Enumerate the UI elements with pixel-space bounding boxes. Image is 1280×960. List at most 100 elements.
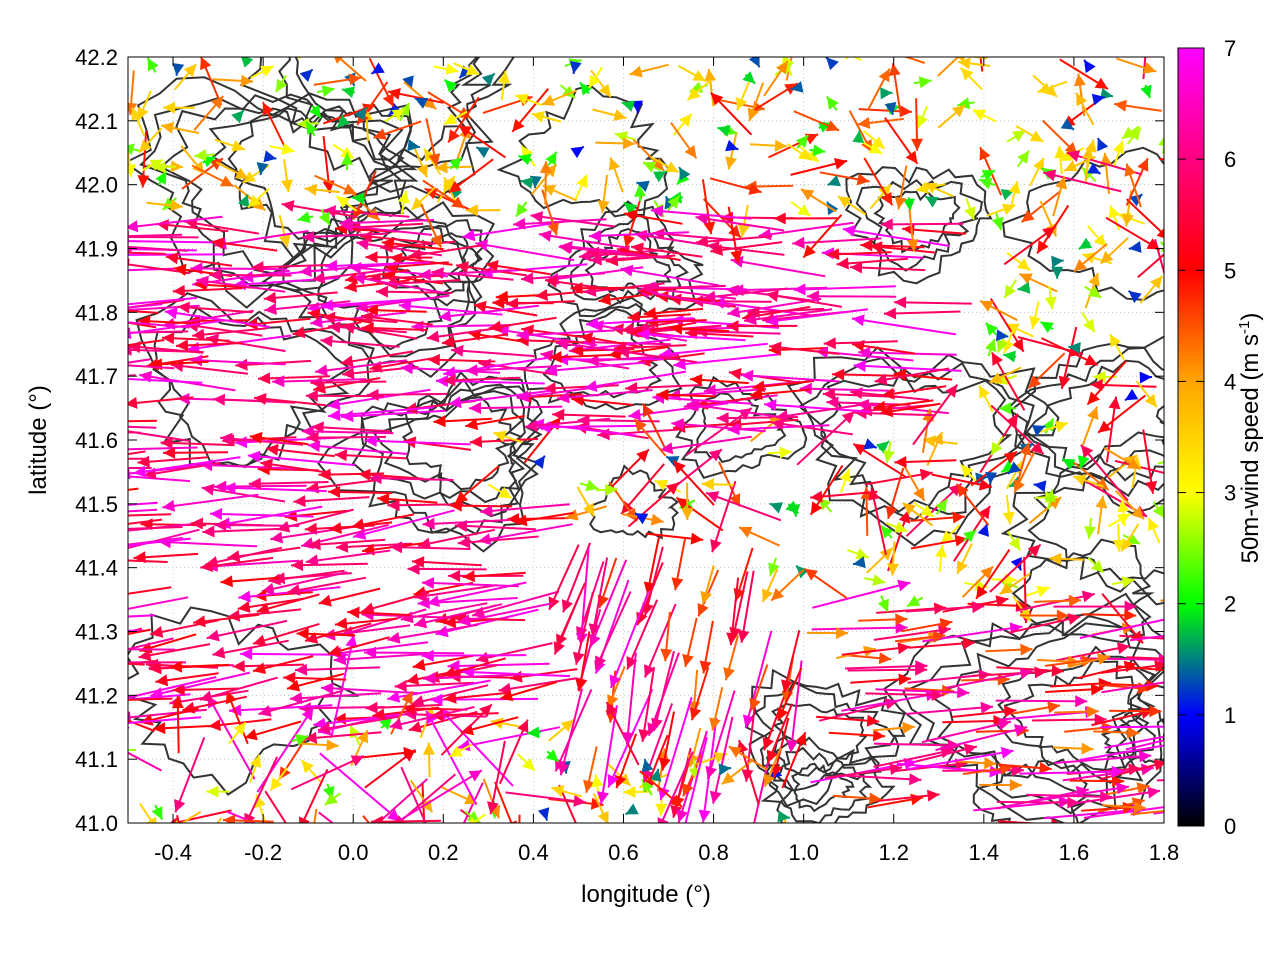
wind-vector-head (561, 599, 573, 613)
wind-vector-head (341, 152, 353, 165)
wind-vector (582, 341, 671, 346)
wind-vector-head (1008, 181, 1021, 195)
wind-vector-head (925, 196, 939, 208)
wind-vector (160, 441, 234, 447)
wind-vector-head (576, 833, 587, 846)
wind-vector-head (334, 57, 343, 64)
wind-vector (311, 425, 390, 433)
wind-vector-head (726, 632, 739, 646)
wind-vector-head (872, 729, 886, 742)
wind-vector-head (445, 63, 459, 75)
wind-vector-head (306, 121, 318, 135)
wind-vector-head (769, 502, 783, 514)
wind-vector (192, 327, 267, 337)
wind-vector-head (842, 225, 856, 237)
wind-vector-head (307, 308, 321, 321)
wind-vector-head (595, 655, 606, 669)
wind-vector (202, 527, 284, 533)
wind-vector-head (128, 220, 139, 233)
wind-vector-head (850, 261, 863, 274)
wind-vector (475, 242, 575, 262)
wind-vector-head (749, 697, 761, 711)
wind-vector-head (139, 139, 152, 153)
wind-vector-head (880, 87, 893, 100)
wind-vector-head (433, 415, 446, 428)
wind-vector-head (227, 609, 241, 622)
wind-vector-head (1163, 805, 1164, 807)
wind-vector-head (509, 820, 517, 823)
wind-vector-head (1097, 138, 1109, 152)
wind-vector (190, 267, 288, 271)
wind-vector-head (263, 150, 277, 163)
wind-vector-head (979, 177, 993, 190)
wind-vector-head (1080, 444, 1094, 458)
wind-vector-head (82, 643, 94, 655)
wind-vector-head (703, 384, 717, 397)
wind-vector (546, 266, 644, 282)
wind-vector-head (549, 351, 562, 363)
wind-vector (138, 643, 211, 659)
wind-vector-head (430, 693, 443, 706)
wind-vector-head (320, 299, 334, 312)
wind-vector-head (75, 455, 88, 467)
wind-vector-head (907, 595, 921, 607)
x-tick-label: 0.4 (518, 840, 549, 865)
wind-vector (315, 359, 407, 373)
wind-vector-head (762, 588, 774, 602)
wind-vector-head (737, 629, 750, 643)
wind-vector-head (1165, 456, 1178, 468)
wind-vector-head (676, 809, 688, 823)
wind-vector-head (520, 177, 534, 189)
wind-vector (128, 614, 156, 618)
wind-vector (128, 321, 157, 329)
wind-vector-head (1044, 296, 1057, 310)
wind-vector-head (278, 234, 291, 248)
wind-vector-head (325, 259, 338, 272)
wind-vector (212, 398, 295, 404)
wind-vector-head (174, 799, 186, 813)
wind-vector-head (894, 521, 908, 533)
wind-vector-head (996, 339, 1008, 353)
wind-vector-head (647, 722, 659, 736)
wind-vector (454, 524, 536, 531)
wind-vector-head (513, 217, 526, 230)
wind-vector (712, 716, 734, 804)
wind-vector-head (173, 263, 187, 276)
wind-vector (1015, 593, 1096, 612)
wind-vector-head (980, 701, 993, 714)
wind-vector-head (588, 74, 601, 88)
wind-vector (785, 57, 793, 81)
wind-vector-head (915, 660, 928, 673)
wind-vector-head (411, 197, 425, 210)
wind-vector-head (403, 702, 416, 715)
wind-vector-head (301, 760, 314, 774)
wind-vector-head (1110, 334, 1122, 348)
wind-vector-head (851, 314, 865, 327)
wind-vector-head (401, 691, 413, 705)
wind-vector (128, 501, 158, 506)
wind-vector (875, 688, 970, 694)
wind-vector-head (1051, 255, 1064, 268)
wind-vector-head (770, 764, 783, 778)
wind-vector-head (822, 388, 835, 401)
wind-vector-head (258, 372, 271, 385)
wind-vector-head (350, 755, 364, 767)
wind-vector-head (128, 467, 131, 480)
wind-vector-head (266, 443, 279, 456)
wind-vector (128, 637, 174, 651)
wind-vector-head (389, 718, 403, 730)
wind-vector-head (81, 728, 94, 739)
wind-vector-head (153, 722, 166, 735)
wind-vector-head (449, 157, 462, 170)
wind-vector-head (703, 290, 716, 303)
wind-vector (588, 231, 690, 238)
wind-vector-head (565, 509, 579, 521)
wind-vector-head (742, 71, 756, 84)
wind-vector-head (597, 791, 609, 805)
wind-vector-head (361, 602, 375, 615)
wind-vector-head (572, 651, 585, 665)
wind-vector-head (978, 506, 991, 520)
wind-vector (220, 436, 304, 446)
wind-vector-head (980, 566, 994, 580)
wind-vector-head (465, 418, 479, 431)
